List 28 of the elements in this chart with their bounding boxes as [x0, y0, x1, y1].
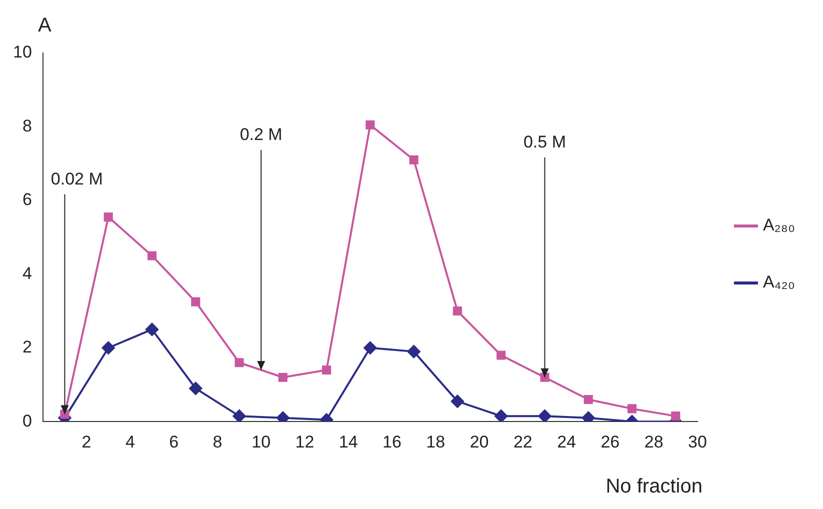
annotation: 0.5 M: [523, 132, 566, 152]
x-tick-label: 6: [169, 432, 179, 452]
x-tick-label: 24: [557, 432, 576, 452]
x-tick-label: 22: [513, 432, 532, 452]
x-tick-label: 14: [338, 432, 358, 452]
x-tick-label: 30: [688, 432, 707, 452]
y-axis-title: A: [38, 14, 52, 37]
annotation: 0.2 M: [240, 125, 282, 144]
y-tick-label: 10: [12, 42, 32, 62]
annotation: 0.02 M: [50, 169, 103, 188]
y-tick-label: 8: [22, 116, 32, 136]
y-tick-label: 2: [22, 338, 32, 357]
y-tick-label: 6: [22, 190, 32, 210]
x-tick-label: 16: [382, 432, 402, 452]
legend-label: A₄₂₀: [762, 272, 795, 292]
x-tick-label: 20: [470, 432, 489, 452]
x-tick-label: 12: [295, 432, 314, 452]
x-tick-label: 26: [600, 432, 620, 452]
x-tick-label: 18: [426, 432, 446, 452]
y-tick-label: 4: [22, 264, 32, 283]
x-tick-label: 28: [644, 432, 664, 452]
x-tick-label: 4: [125, 432, 135, 452]
x-tick-label: 10: [252, 432, 271, 452]
x-tick-label: 8: [212, 432, 222, 452]
x-axis-title: No fraction: [606, 476, 702, 498]
y-tick-label: 0: [22, 411, 32, 430]
x-tick-label: 2: [82, 432, 92, 452]
legend-label: A₂₈₀: [762, 216, 796, 235]
